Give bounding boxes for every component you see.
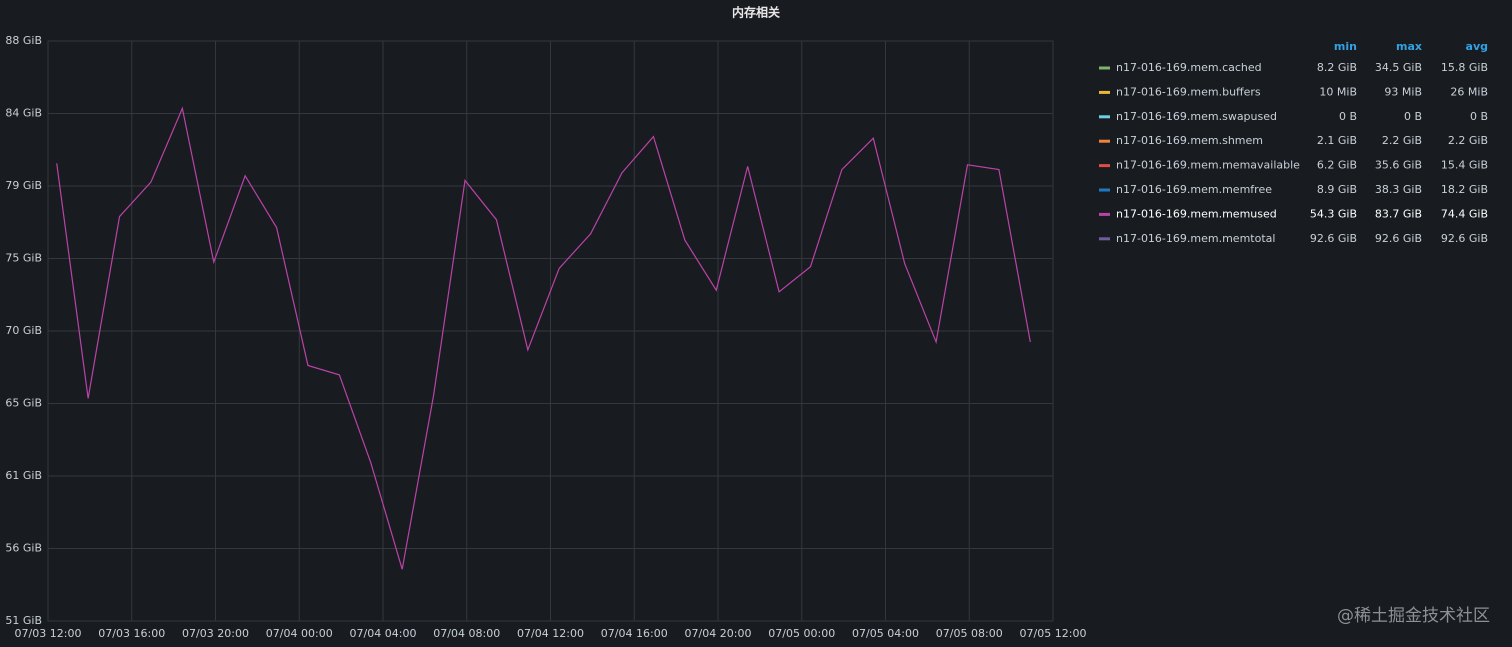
legend-name[interactable]: n17-016-169.mem.memtotal bbox=[1116, 232, 1275, 245]
x-tick-label: 07/03 20:00 bbox=[182, 627, 249, 640]
legend-stat: 8.9 GiB bbox=[1317, 183, 1357, 196]
legend-stat: 26 MiB bbox=[1450, 85, 1488, 98]
legend-name[interactable]: n17-016-169.mem.cached bbox=[1116, 61, 1262, 74]
legend-swatch[interactable] bbox=[1099, 212, 1110, 216]
legend-stat: 2.1 GiB bbox=[1317, 134, 1357, 147]
legend-stat: 83.7 GiB bbox=[1375, 207, 1422, 220]
legend-stat: 2.2 GiB bbox=[1382, 134, 1422, 147]
x-tick-label: 07/03 16:00 bbox=[98, 627, 165, 640]
legend-stat: 34.5 GiB bbox=[1375, 61, 1422, 74]
legend-stat: 6.2 GiB bbox=[1317, 159, 1357, 172]
x-tick-label: 07/04 16:00 bbox=[601, 627, 668, 640]
legend-swatch[interactable] bbox=[1099, 115, 1110, 119]
legend-name[interactable]: n17-016-169.mem.memused bbox=[1116, 207, 1277, 220]
x-tick-label: 07/04 12:00 bbox=[517, 627, 584, 640]
legend-stat: 92.6 GiB bbox=[1310, 232, 1357, 245]
legend-swatch[interactable] bbox=[1099, 237, 1110, 241]
panel-title: 内存相关 bbox=[732, 5, 780, 20]
x-tick-label: 07/03 12:00 bbox=[15, 627, 82, 640]
y-tick-label: 70 GiB bbox=[5, 324, 42, 337]
legend-header: max bbox=[1396, 40, 1422, 53]
legend-stat: 74.4 GiB bbox=[1441, 207, 1488, 220]
legend-header: min bbox=[1334, 40, 1357, 53]
legend-name[interactable]: n17-016-169.mem.swapused bbox=[1116, 110, 1277, 123]
legend-stat: 38.3 GiB bbox=[1375, 183, 1422, 196]
watermark: @稀土掘金技术社区 bbox=[1337, 606, 1490, 626]
legend-swatch[interactable] bbox=[1099, 188, 1110, 192]
x-tick-label: 07/05 04:00 bbox=[852, 627, 919, 640]
legend-stat: 54.3 GiB bbox=[1310, 207, 1357, 220]
x-tick-label: 07/04 00:00 bbox=[266, 627, 333, 640]
legend-stat: 15.8 GiB bbox=[1441, 61, 1488, 74]
y-tick-label: 84 GiB bbox=[5, 107, 42, 120]
legend-name[interactable]: n17-016-169.mem.memfree bbox=[1116, 183, 1272, 196]
legend-name[interactable]: n17-016-169.mem.memavailable bbox=[1116, 159, 1300, 172]
y-tick-label: 79 GiB bbox=[5, 179, 42, 192]
x-tick-label: 07/04 04:00 bbox=[350, 627, 417, 640]
x-tick-label: 07/05 08:00 bbox=[936, 627, 1003, 640]
legend-swatch[interactable] bbox=[1099, 66, 1110, 70]
legend-name[interactable]: n17-016-169.mem.shmem bbox=[1116, 134, 1263, 147]
series-line bbox=[56, 106, 1031, 570]
legend-stat: 92.6 GiB bbox=[1441, 232, 1488, 245]
legend-stat: 2.2 GiB bbox=[1448, 134, 1488, 147]
y-tick-label: 56 GiB bbox=[5, 542, 42, 555]
legend-stat: 0 B bbox=[1339, 110, 1357, 123]
legend-swatch[interactable] bbox=[1099, 139, 1110, 143]
legend-header: avg bbox=[1466, 40, 1488, 53]
y-tick-label: 88 GiB bbox=[5, 34, 42, 47]
x-tick-label: 07/04 20:00 bbox=[685, 627, 752, 640]
legend-stat: 8.2 GiB bbox=[1317, 61, 1357, 74]
x-tick-label: 07/05 00:00 bbox=[768, 627, 835, 640]
legend-stat: 0 B bbox=[1404, 110, 1422, 123]
legend-stat: 92.6 GiB bbox=[1375, 232, 1422, 245]
legend-stat: 0 B bbox=[1470, 110, 1488, 123]
legend-stat: 93 MiB bbox=[1384, 85, 1422, 98]
legend-stat: 10 MiB bbox=[1319, 85, 1357, 98]
legend-name[interactable]: n17-016-169.mem.buffers bbox=[1116, 85, 1261, 98]
legend-swatch[interactable] bbox=[1099, 164, 1110, 168]
legend-swatch[interactable] bbox=[1099, 90, 1110, 94]
y-tick-label: 51 GiB bbox=[5, 614, 42, 627]
x-tick-label: 07/05 12:00 bbox=[1020, 627, 1087, 640]
legend-stat: 35.6 GiB bbox=[1375, 159, 1422, 172]
legend-stat: 18.2 GiB bbox=[1441, 183, 1488, 196]
x-tick-label: 07/04 08:00 bbox=[433, 627, 500, 640]
legend-stat: 15.4 GiB bbox=[1441, 159, 1488, 172]
y-tick-label: 61 GiB bbox=[5, 469, 42, 482]
y-tick-label: 75 GiB bbox=[5, 252, 42, 265]
y-tick-label: 65 GiB bbox=[5, 397, 42, 410]
